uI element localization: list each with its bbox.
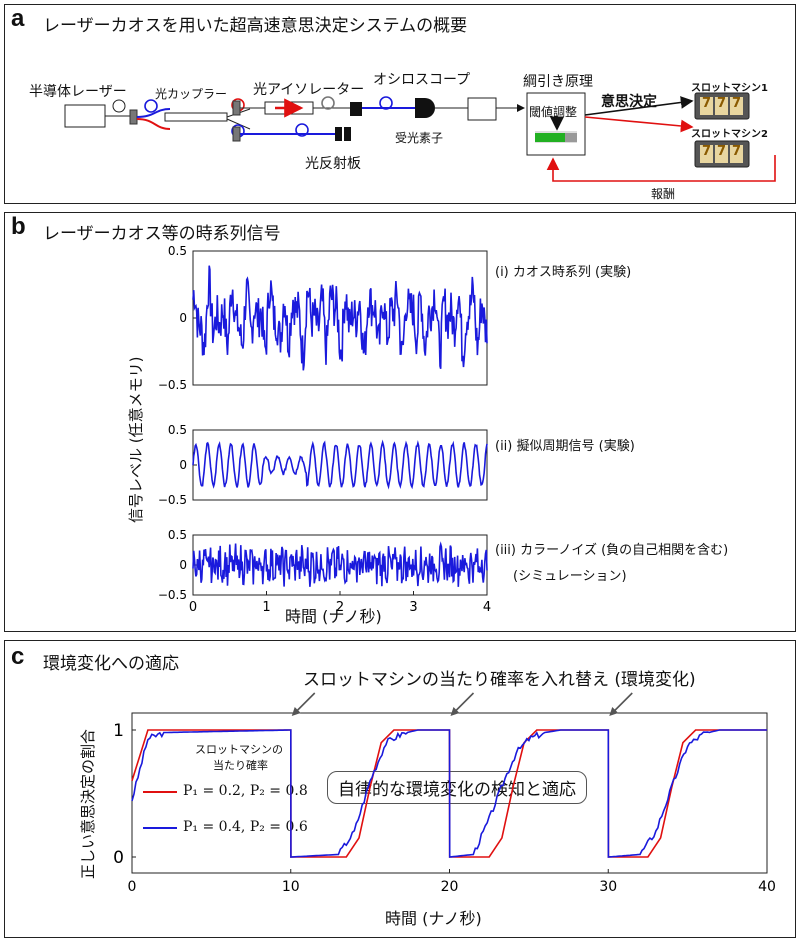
reel-digit: 7 bbox=[732, 144, 742, 159]
series-line-1 bbox=[192, 265, 488, 371]
x-tick-label: 3 bbox=[409, 600, 417, 615]
series-line-red bbox=[131, 729, 767, 858]
panel-c-letter: c bbox=[11, 643, 25, 670]
slot-machine-1 bbox=[694, 92, 750, 120]
oscilloscope-label: オシロスコープ bbox=[373, 72, 471, 88]
switch-annotation: スロットマシンの当たり確率を入れ替え (環境変化) bbox=[303, 670, 696, 690]
panel-b-xlabel: 時間 (ナノ秒) bbox=[285, 607, 382, 626]
coupler-blue bbox=[136, 108, 171, 118]
panel-c-title: 環境変化への適応 bbox=[43, 654, 179, 674]
slot1-label: スロットマシン1 bbox=[691, 83, 768, 94]
oscilloscope-box bbox=[467, 97, 497, 121]
reel-digit: 7 bbox=[717, 144, 727, 159]
x-tick-label: 10 bbox=[282, 879, 300, 895]
subplot-frame bbox=[192, 429, 488, 501]
y-tick-label: 1 bbox=[113, 721, 124, 741]
subplot-1-label: (i) カオス時系列 (実験) bbox=[495, 265, 632, 280]
y-tick-label: 0 bbox=[179, 311, 187, 325]
legend-title-2: 当たり確率 bbox=[213, 759, 268, 772]
series-line-3 bbox=[192, 541, 488, 587]
x-tick-label: 1 bbox=[262, 600, 270, 615]
coupler-box bbox=[164, 112, 228, 122]
coupler-red bbox=[136, 118, 171, 130]
series-line-2 bbox=[192, 439, 488, 490]
setup-diagram bbox=[64, 92, 776, 182]
y-tick-label: 0.5 bbox=[168, 423, 187, 437]
tug-principle-label: 綱引き原理 bbox=[523, 74, 593, 90]
threshold-bars bbox=[535, 133, 577, 142]
reel-digit: 7 bbox=[702, 96, 712, 111]
threshold-label: 閾値調整 bbox=[529, 105, 578, 119]
reel-digit: 7 bbox=[702, 144, 712, 159]
reflector bbox=[335, 127, 342, 141]
panel-b: b レーザーカオス等の時系列信号 信号レベル (任意メモリ) 時間 (ナノ秒) … bbox=[4, 212, 796, 632]
reward-label: 報酬 bbox=[651, 187, 676, 201]
panel-b-title: レーザーカオス等の時系列信号 bbox=[43, 224, 281, 244]
panel-c: c 環境変化への適応 スロットマシンの当たり確率を入れ替え (環境変化) 正しい… bbox=[4, 640, 796, 938]
y-tick-label: 0.5 bbox=[168, 244, 187, 258]
x-tick-label: 0 bbox=[189, 600, 197, 615]
y-tick-label: 0 bbox=[113, 848, 124, 868]
coupler-label: 光カップラー bbox=[155, 87, 228, 101]
y-tick-label: −0.5 bbox=[158, 493, 187, 507]
y-tick-label: 0.5 bbox=[168, 528, 187, 542]
fiber-loop bbox=[112, 99, 126, 113]
x-tick-label: 30 bbox=[599, 879, 617, 895]
x-tick-label: 0 bbox=[128, 879, 137, 895]
reel-digit: 7 bbox=[732, 96, 742, 111]
reflector-label: 光反射板 bbox=[305, 156, 361, 172]
x-tick-label: 20 bbox=[441, 879, 459, 895]
decision-label: 意思決定 bbox=[601, 94, 657, 110]
subplot-3-label-2: (シミュレーション) bbox=[513, 569, 627, 584]
y-tick-label: 0 bbox=[179, 458, 187, 472]
slot2-label: スロットマシン2 bbox=[691, 129, 768, 140]
switch-arrowhead bbox=[609, 707, 619, 716]
subplot-2-label: (ii) 擬似周期信号 (実験) bbox=[495, 439, 635, 454]
panel-b-letter: b bbox=[11, 213, 26, 240]
panel-a-letter: a bbox=[11, 5, 25, 32]
time-series-plots: 0.50−0.50.50−0.50.50−0.50 1 2 3 4 bbox=[158, 244, 491, 615]
legend-entry-2: P₁ = 0.4, P₂ = 0.6 bbox=[183, 819, 308, 835]
detector-label: 受光素子 bbox=[395, 131, 444, 145]
panel-a-title: レーザーカオスを用いた超高速意思決定システムの概要 bbox=[43, 16, 468, 36]
series-line-blue bbox=[131, 729, 767, 858]
switch-arrowhead bbox=[450, 707, 460, 716]
x-tick-label: 2 bbox=[336, 600, 344, 615]
y-tick-label: −0.5 bbox=[158, 378, 187, 392]
y-tick-label: −0.5 bbox=[158, 588, 187, 602]
reel-digit: 7 bbox=[717, 96, 727, 111]
panel-c-xlabel: 時間 (ナノ秒) bbox=[385, 909, 482, 928]
legend-entry-1: P₁ = 0.2, P₂ = 0.8 bbox=[183, 783, 308, 799]
laser-box bbox=[64, 104, 106, 128]
tug-of-war-box bbox=[526, 92, 586, 156]
subplot-3-label: (iii) カラーノイズ (負の自己相関を含む) bbox=[495, 543, 729, 558]
isolator-label: 光アイソレーター bbox=[253, 82, 365, 98]
y-tick-label: 0 bbox=[179, 558, 187, 572]
laser-label: 半導体レーザー bbox=[29, 84, 127, 100]
panel-a: a レーザーカオスを用いた超高速意思決定システムの概要 bbox=[4, 4, 796, 204]
legend-title-1: スロットマシンの bbox=[195, 743, 283, 756]
x-tick-label: 40 bbox=[758, 879, 776, 895]
connector bbox=[129, 109, 138, 125]
x-tick-label: 4 bbox=[483, 600, 491, 615]
reward-arrow bbox=[546, 155, 776, 182]
slot-machine-2 bbox=[694, 140, 750, 168]
switch-arrowhead bbox=[291, 707, 301, 716]
photodetector bbox=[415, 98, 435, 118]
